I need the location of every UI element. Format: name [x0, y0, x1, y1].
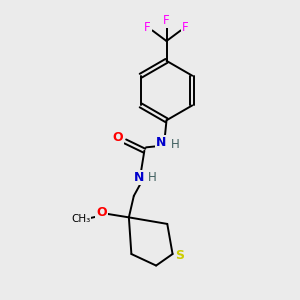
Text: F: F: [163, 14, 170, 27]
Text: O: O: [113, 131, 123, 144]
Text: CH₃: CH₃: [71, 214, 91, 224]
Text: N: N: [134, 171, 145, 184]
Text: S: S: [175, 249, 184, 262]
Text: H: H: [170, 138, 179, 151]
Text: H: H: [148, 171, 157, 184]
Text: O: O: [97, 206, 107, 219]
Text: N: N: [156, 136, 166, 148]
Text: F: F: [144, 21, 151, 34]
Text: F: F: [182, 21, 189, 34]
